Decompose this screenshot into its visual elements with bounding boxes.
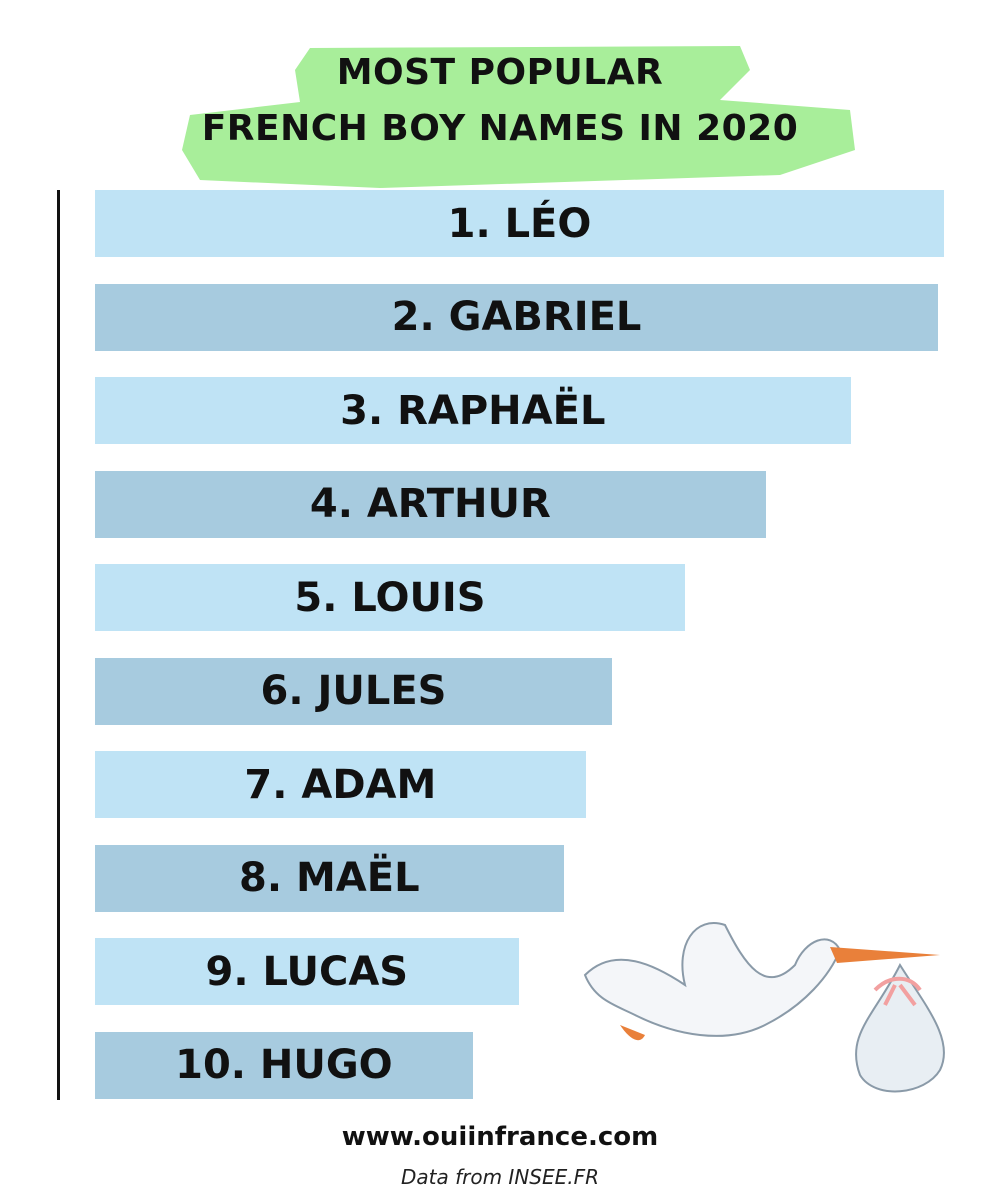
bar: 8. MAËL [95, 844, 564, 912]
bar: 5. LOUIS [95, 564, 686, 631]
bar-label: 6. JULES [260, 668, 447, 714]
bar-label: 9. LUCAS [205, 948, 409, 995]
bar-label: 7. ADAM [244, 761, 437, 808]
bar-label: 4. ARTHUR [309, 481, 551, 527]
title-highlight-brush [182, 46, 855, 188]
website-url: www.ouiinfrance.com [341, 1122, 659, 1152]
axis-line [57, 190, 60, 1100]
bar-label: 5. LOUIS [294, 574, 486, 621]
bar: 9. LUCAS [95, 938, 519, 1005]
stork-carrying-baby-bundle-icon [583, 922, 945, 1093]
bar: 10. HUGO [95, 1031, 473, 1099]
bar: 6. JULES [95, 657, 613, 725]
bar: 7. ADAM [95, 751, 586, 818]
data-source: Data from INSEE.FR [400, 1165, 600, 1189]
bar: 2. GABRIEL [95, 283, 939, 351]
bar-label: 10. HUGO [175, 1042, 393, 1088]
chart-title-line2: FRENCH BOY NAMES IN 2020 [201, 108, 799, 149]
bar: 4. ARTHUR [95, 470, 766, 538]
bar-label: 1. LÉO [447, 200, 592, 247]
bar: 3. RAPHAËL [95, 377, 851, 444]
bar-label: 2. GABRIEL [391, 294, 642, 340]
bar-label: 3. RAPHAËL [340, 387, 606, 434]
chart-title-line1: MOST POPULAR [336, 52, 664, 93]
bar-label: 8. MAËL [239, 855, 420, 901]
bar: 1. LÉO [95, 190, 944, 257]
